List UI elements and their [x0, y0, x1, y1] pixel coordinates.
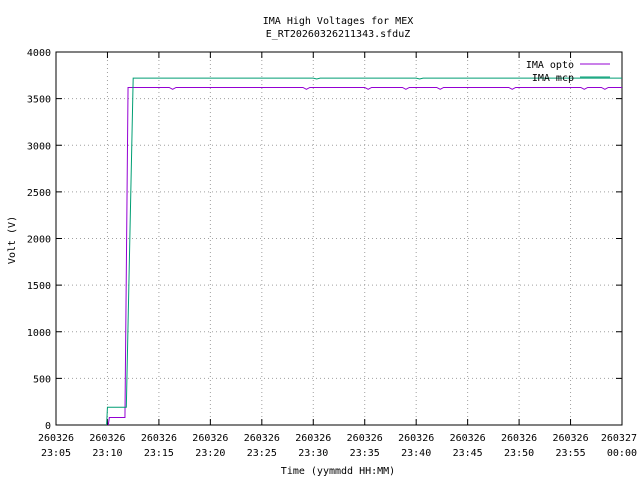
x-tick-label: 23:15 — [144, 448, 174, 459]
x-tick-label: 23:20 — [195, 448, 225, 459]
x-tick-label: 260326 — [244, 433, 280, 444]
y-tick-label: 3500 — [27, 95, 51, 106]
x-tick-label: 23:05 — [41, 448, 71, 459]
x-tick-label: 23:45 — [453, 448, 483, 459]
legend: IMA opto IMA mcp — [526, 60, 610, 84]
x-axis: 260326 23:05 260326 23:10 260326 23:15 260326 2… — [38, 52, 637, 459]
x-tick-label: 23:30 — [298, 448, 328, 459]
grid — [56, 52, 622, 425]
x-tick-label: 260326 — [552, 433, 588, 444]
series-line-ima-opto — [107, 86, 622, 426]
x-tick-label: 260326 — [450, 433, 486, 444]
chart-subtitle: E_RT20260326211343.sfduZ — [266, 29, 411, 40]
x-tick-label: 260326 — [38, 433, 74, 444]
series-lines — [106, 77, 622, 426]
x-tick-label: 260326 — [398, 433, 434, 444]
x-tick-label: 260326 — [295, 433, 331, 444]
series-line-ima-mcp — [106, 77, 622, 426]
y-tick-label: 3000 — [27, 141, 51, 152]
x-tick-label: 00:00 — [607, 448, 637, 459]
y-tick-label: 1500 — [27, 281, 51, 292]
y-tick-label: 2500 — [27, 188, 51, 199]
x-tick-label: 23:55 — [555, 448, 585, 459]
x-tick-label: 260326 — [501, 433, 537, 444]
x-tick-label: 23:35 — [350, 448, 380, 459]
x-tick-label: 260327 — [601, 433, 637, 444]
x-tick-label: 23:50 — [504, 448, 534, 459]
x-tick-label: 260326 — [141, 433, 177, 444]
x-tick-label: 23:25 — [247, 448, 277, 459]
x-tick-label: 260326 — [192, 433, 228, 444]
y-tick-label: 1000 — [27, 328, 51, 339]
y-tick-label: 0 — [45, 421, 51, 432]
x-tick-label: 260326 — [347, 433, 383, 444]
x-axis-label: Time (yymmdd HH:MM) — [281, 466, 395, 477]
y-axis-label: Volt (V) — [7, 216, 18, 264]
legend-label-ima-opto: IMA opto — [526, 60, 574, 71]
y-tick-label: 500 — [33, 374, 51, 385]
x-tick-label: 260326 — [89, 433, 125, 444]
x-tick-label: 23:40 — [401, 448, 431, 459]
chart-title: IMA High Voltages for MEX — [263, 16, 414, 27]
legend-label-ima-mcp: IMA mcp — [532, 73, 574, 84]
x-tick-label: 23:10 — [92, 448, 122, 459]
y-tick-label: 2000 — [27, 235, 51, 246]
y-tick-label: 4000 — [27, 48, 51, 59]
y-axis: 0 500 1000 1500 2000 2500 3000 3500 4000 — [27, 48, 622, 432]
